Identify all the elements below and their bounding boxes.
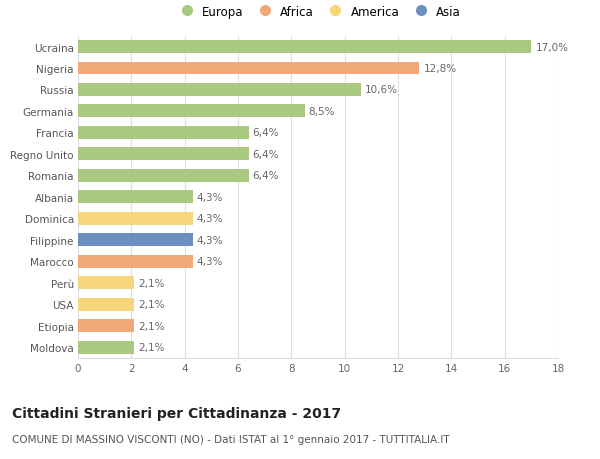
Bar <box>78 319 134 332</box>
Bar <box>78 41 532 54</box>
Bar <box>78 105 305 118</box>
Bar <box>78 298 134 311</box>
Text: 2,1%: 2,1% <box>138 342 164 353</box>
Bar <box>78 127 248 140</box>
Bar <box>78 255 193 268</box>
Text: 6,4%: 6,4% <box>253 128 279 138</box>
Legend: Europa, Africa, America, Asia: Europa, Africa, America, Asia <box>170 1 466 23</box>
Text: 6,4%: 6,4% <box>253 171 279 181</box>
Text: 10,6%: 10,6% <box>365 85 398 95</box>
Text: 4,3%: 4,3% <box>197 192 223 202</box>
Bar <box>78 169 248 182</box>
Text: 8,5%: 8,5% <box>308 106 335 117</box>
Bar <box>78 234 193 246</box>
Text: 4,3%: 4,3% <box>197 257 223 267</box>
Bar <box>78 191 193 204</box>
Text: Cittadini Stranieri per Cittadinanza - 2017: Cittadini Stranieri per Cittadinanza - 2… <box>12 406 341 420</box>
Bar <box>78 148 248 161</box>
Bar <box>78 341 134 354</box>
Text: 2,1%: 2,1% <box>138 278 164 288</box>
Bar <box>78 213 193 225</box>
Text: 4,3%: 4,3% <box>197 235 223 245</box>
Text: 17,0%: 17,0% <box>535 42 568 52</box>
Text: 12,8%: 12,8% <box>424 64 457 74</box>
Bar <box>78 62 419 75</box>
Bar <box>78 277 134 290</box>
Text: 6,4%: 6,4% <box>253 150 279 160</box>
Text: COMUNE DI MASSINO VISCONTI (NO) - Dati ISTAT al 1° gennaio 2017 - TUTTITALIA.IT: COMUNE DI MASSINO VISCONTI (NO) - Dati I… <box>12 434 449 444</box>
Bar <box>78 84 361 97</box>
Text: 2,1%: 2,1% <box>138 299 164 309</box>
Text: 2,1%: 2,1% <box>138 321 164 331</box>
Text: 4,3%: 4,3% <box>197 214 223 224</box>
